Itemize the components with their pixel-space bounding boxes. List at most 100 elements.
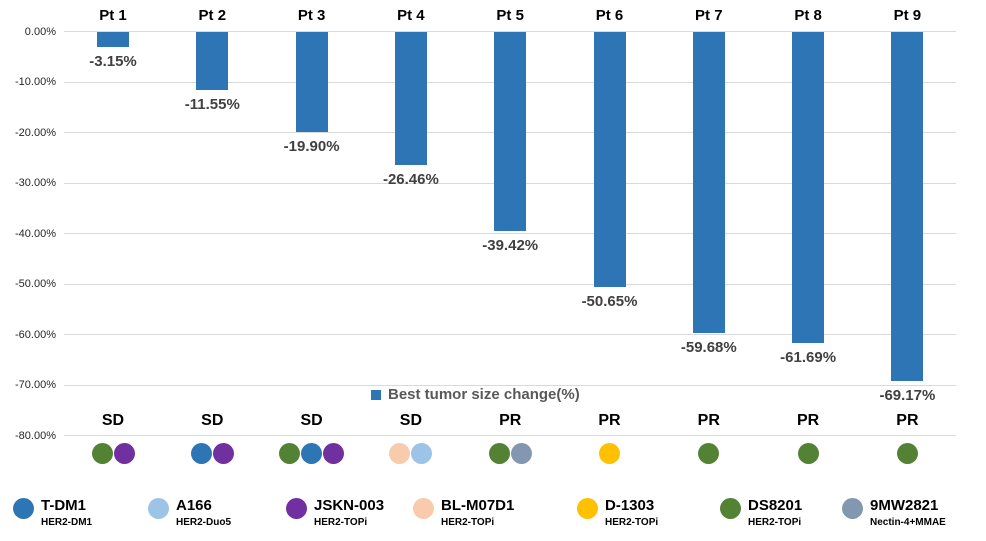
treatment-dot-row: [698, 443, 720, 464]
treatment-dot-row: [599, 443, 620, 464]
legend-dot-icon: [148, 498, 169, 519]
legend-item-jskn-003: JSKN-003 HER2-TOPi: [286, 489, 384, 529]
patient-label: Pt 2: [198, 7, 227, 24]
treatment-dot-bl-m07d1: [389, 443, 411, 464]
legend-drug-payload: HER2-TOPi: [748, 517, 802, 528]
value-label: -19.90%: [283, 138, 340, 156]
treatment-dot-jskn-003: [323, 443, 345, 464]
y-tick-label: -70.00%: [15, 379, 56, 392]
legend-dot-icon: [286, 498, 307, 519]
legend-drug-name: T-DM1: [41, 497, 86, 514]
treatment-dot-row: [190, 443, 234, 464]
y-tick-label: -80.00%: [15, 429, 56, 442]
y-tick-label: -30.00%: [15, 177, 56, 190]
value-label: -59.68%: [680, 339, 737, 357]
bar: [593, 31, 626, 288]
patient-label: Pt 8: [794, 7, 822, 24]
response-label: PR: [697, 412, 720, 429]
y-tick-label: -40.00%: [15, 227, 56, 240]
bar: [295, 31, 328, 133]
legend-dot-icon: [413, 498, 434, 519]
gridline: [64, 384, 956, 386]
y-tick-label: -60.00%: [15, 328, 56, 341]
treatment-dot-jskn-003: [212, 443, 234, 464]
treatment-dot-row: [91, 443, 135, 464]
legend-texts: BL-M07D1 HER2-TOPi: [441, 489, 514, 529]
value-label: -26.46%: [382, 171, 439, 189]
response-label: SD: [399, 412, 422, 429]
legend-item-ds8201: DS8201 HER2-TOPi: [720, 489, 802, 529]
value-label: -69.17%: [879, 387, 936, 405]
bar: [792, 31, 825, 344]
legend-dot-icon: [577, 498, 598, 519]
treatment-dot-a166: [411, 443, 433, 464]
legend-texts: D-1303 HER2-TOPi: [605, 489, 658, 529]
treatment-dot-ds8201: [698, 443, 720, 464]
treatment-dot-ds8201: [797, 443, 819, 464]
treatment-dot-t-dm1: [301, 443, 323, 464]
gridline: [64, 283, 956, 285]
response-label: PR: [896, 412, 919, 429]
response-label: SD: [201, 412, 224, 429]
patient-label: Pt 6: [595, 7, 624, 24]
y-tick-label: -20.00%: [15, 126, 56, 139]
legend-item-t-dm1: T-DM1 HER2-DM1: [13, 489, 92, 529]
bar: [494, 31, 527, 231]
legend-drug-name: JSKN-003: [314, 497, 385, 514]
response-label: PR: [598, 412, 621, 429]
treatment-dot-ds8201: [279, 443, 301, 464]
gridline: [64, 233, 956, 235]
response-label: SD: [300, 412, 323, 429]
treatment-dot-ds8201: [896, 443, 918, 464]
value-label: -39.42%: [482, 236, 539, 254]
treatment-dot-row: [797, 443, 819, 464]
series-legend: Best tumor size change(%): [371, 386, 580, 403]
bar: [196, 31, 229, 90]
treatment-dot-jskn-003: [113, 443, 135, 464]
treatment-dot-9mw2821: [510, 443, 532, 464]
treatment-dot-row: [896, 443, 918, 464]
value-label: -61.69%: [780, 349, 837, 367]
patient-label: Pt 3: [297, 7, 326, 24]
treatment-dot-row: [279, 443, 345, 464]
treatment-dot-d-1303: [599, 443, 620, 464]
legend-drug-name: 9MW2821: [870, 497, 939, 514]
legend-item-a166: A166 HER2-Duo5: [148, 489, 231, 529]
legend-drug-payload: HER2-DM1: [41, 517, 93, 528]
treatment-dot-t-dm1: [190, 443, 212, 464]
response-label: PR: [499, 412, 522, 429]
patient-label: Pt 1: [99, 7, 127, 24]
legend-item-bl-m07d1: BL-M07D1 HER2-TOPi: [413, 489, 514, 529]
legend-dot-icon: [13, 498, 34, 519]
legend-drug-name: DS8201: [748, 497, 803, 514]
legend-texts: A166 HER2-Duo5: [176, 489, 231, 529]
patient-label: Pt 9: [893, 7, 922, 24]
treatment-dot-row: [488, 443, 532, 464]
bar: [394, 31, 427, 166]
legend-drug-payload: HER2-TOPi: [605, 517, 659, 528]
legend-drug-payload: HER2-TOPi: [314, 517, 368, 528]
patient-label: Pt 7: [695, 7, 723, 24]
y-tick-label: -10.00%: [15, 76, 56, 89]
legend-drug-payload: HER2-TOPi: [441, 517, 495, 528]
legend-dot-icon: [842, 498, 863, 519]
value-label: -11.55%: [184, 95, 240, 113]
legend-drug-name: A166: [176, 497, 212, 514]
value-label: -50.65%: [581, 293, 638, 311]
legend-dot-icon: [720, 498, 741, 519]
response-label: SD: [101, 412, 125, 429]
patient-label: Pt 5: [496, 7, 524, 24]
treatment-dot-ds8201: [91, 443, 113, 464]
legend-texts: JSKN-003 HER2-TOPi: [314, 489, 384, 529]
response-label: PR: [796, 412, 820, 429]
treatment-dot-row: [389, 443, 433, 464]
bar: [97, 31, 129, 48]
legend-drug-payload: Nectin-4+MMAE: [870, 517, 946, 528]
legend-item-9mw2821: 9MW2821 Nectin-4+MMAE: [842, 489, 946, 529]
legend-texts: DS8201 HER2-TOPi: [748, 489, 802, 529]
legend-item-d-1303: D-1303 HER2-TOPi: [577, 489, 658, 529]
patient-label: Pt 4: [397, 7, 425, 24]
treatment-dot-ds8201: [488, 443, 510, 464]
legend-drug-payload: HER2-Duo5: [176, 517, 232, 528]
